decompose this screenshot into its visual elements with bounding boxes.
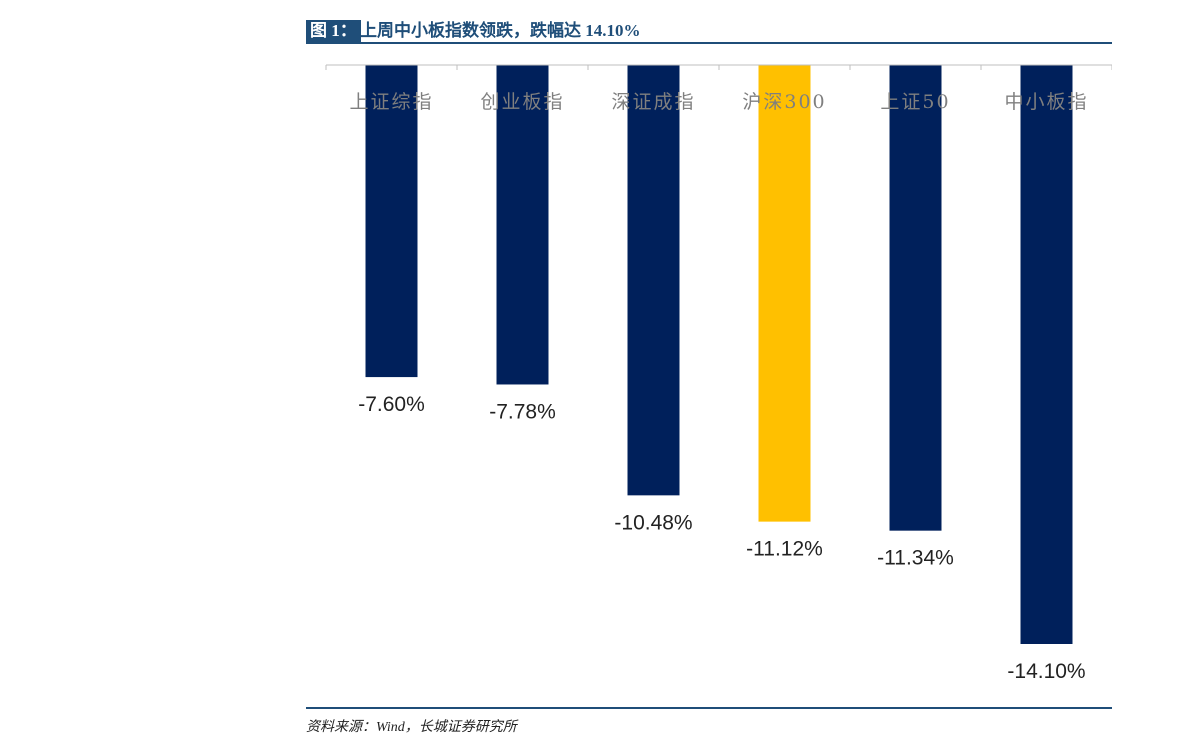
bar-3: [627, 65, 680, 496]
bar-5: [889, 65, 942, 531]
figure-title: 上周中小板指数领跌，跌幅达 14.10%: [360, 21, 641, 40]
figure-title-row: 图 1： 上周中小板指数领跌，跌幅达 14.10%: [306, 18, 1112, 44]
category-label-5: 上证50: [880, 91, 950, 113]
bottom-rule: [306, 707, 1112, 709]
category-label-4: 沪深300: [742, 91, 826, 113]
category-label-6: 中小板指: [1004, 91, 1088, 113]
value-label-5: -11.34%: [877, 547, 954, 570]
figure-label: 图 1：: [306, 20, 361, 42]
value-label-3: -10.48%: [614, 511, 692, 534]
category-label-1: 上证综指: [349, 91, 433, 113]
value-label-4: -11.12%: [746, 538, 823, 561]
source-note: 资料来源：Wind，长城证券研究所: [306, 720, 517, 735]
chart-area: 上证综指 创业板指 深证成指 沪深300 上证50 中小板指 -7.60% -7.78% -10…: [306, 46, 1112, 706]
bar-4: [758, 65, 811, 522]
bar-1: [365, 65, 418, 378]
bar-2: [496, 65, 549, 385]
value-label-6: -14.10%: [1007, 660, 1085, 683]
bar-chart: 上证综指 创业板指 深证成指 沪深300 上证50 中小板指 -7.60% -7.78% -10…: [325, 64, 1112, 683]
category-label-2: 创业板指: [480, 91, 564, 113]
category-label-3: 深证成指: [611, 91, 695, 113]
value-label-2: -7.78%: [489, 400, 556, 423]
value-label-1: -7.60%: [358, 393, 425, 416]
bar-6: [1020, 65, 1073, 644]
